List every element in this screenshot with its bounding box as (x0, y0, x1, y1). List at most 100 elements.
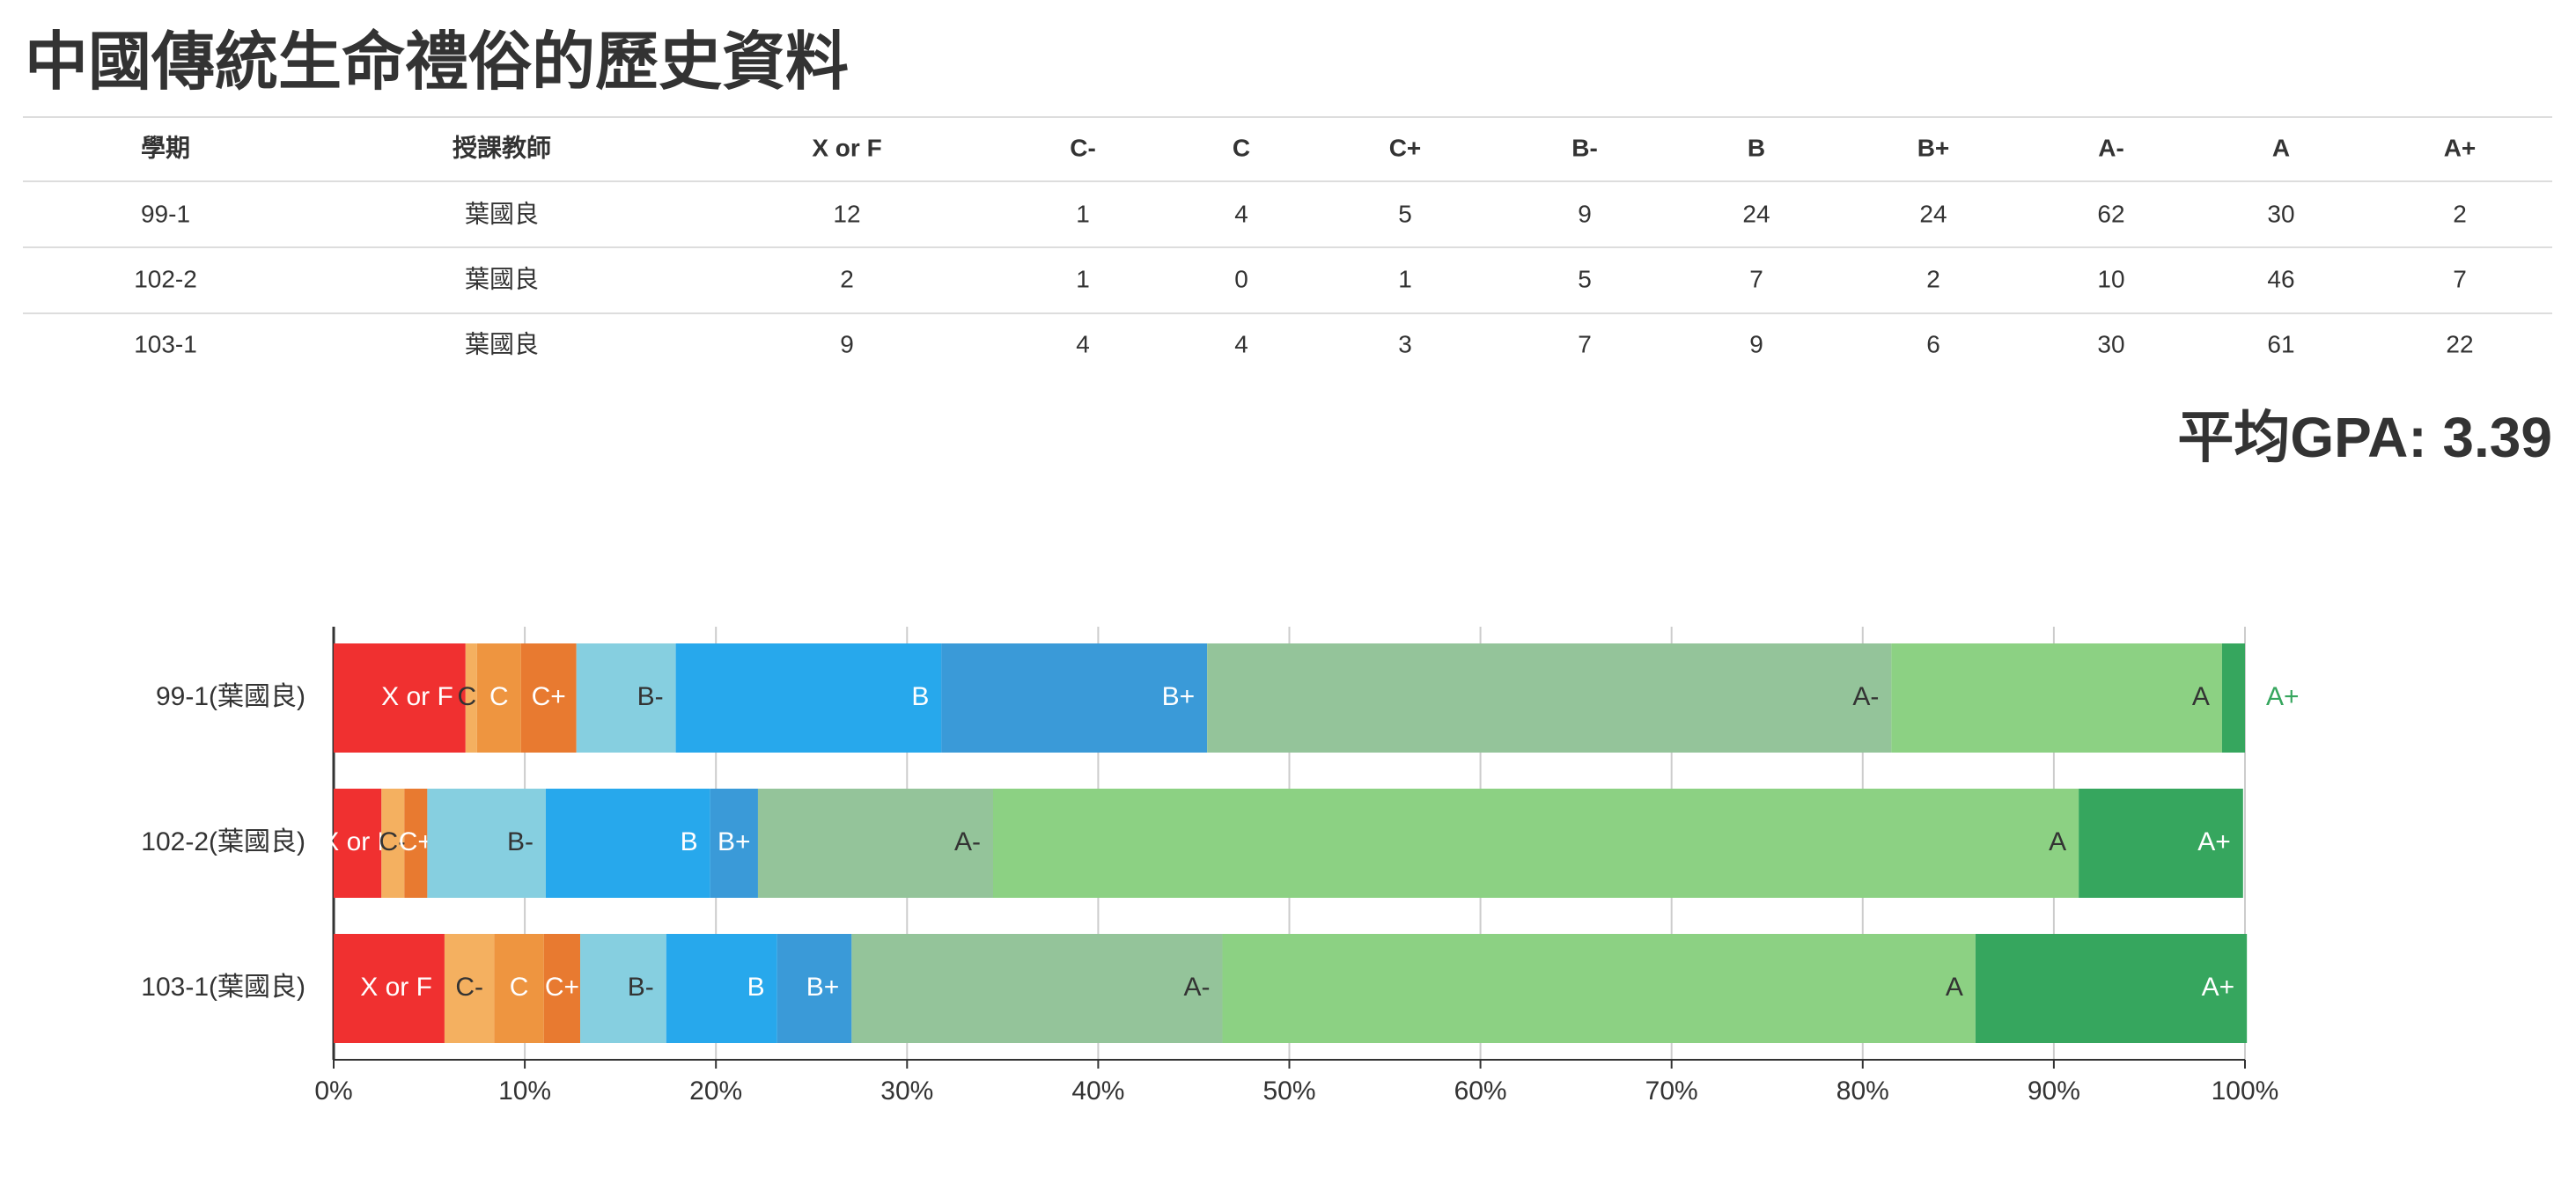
term-link[interactable]: 99-1 (141, 200, 190, 227)
column-header: A (2272, 134, 2290, 161)
bar-segment (545, 789, 710, 898)
column-header: A+ (2444, 134, 2477, 161)
table-cell: 9 (1749, 330, 1763, 357)
table-cell: 24 (1742, 200, 1770, 227)
bar-segment (334, 789, 382, 898)
segment-label: B+ (718, 827, 751, 856)
column-header: X or F (812, 134, 881, 161)
table-cell: 24 (1919, 200, 1947, 227)
table-cell: 葉國良 (465, 200, 539, 227)
bar-segment (576, 643, 676, 753)
category-label: 103-1(葉國良) (141, 973, 305, 1002)
segment-label: A- (954, 827, 981, 856)
segment-label: A+ (2197, 827, 2231, 856)
column-header: C (1233, 134, 1250, 161)
segment-label: X or F (360, 973, 432, 1002)
bar-segment (710, 789, 758, 898)
x-tick-label: 30% (880, 1076, 933, 1106)
page-title: 中國傳統生命禮俗的歷史資料 (25, 27, 849, 98)
table-cell: 4 (1234, 330, 1248, 357)
category-label: 99-1(葉國良) (156, 682, 305, 711)
table-cell: 12 (833, 200, 860, 227)
bar-segment (1975, 934, 2248, 1043)
segment-label: A (2049, 827, 2066, 856)
bar-segment (404, 789, 428, 898)
segment-label: C+ (545, 973, 579, 1002)
bar-segment (675, 643, 942, 753)
segment-label: B (747, 973, 765, 1002)
segment-label: C- (455, 973, 483, 1002)
table-cell: 4 (1234, 200, 1248, 227)
segment-label: A (1946, 973, 1963, 1002)
table-cell: 30 (2267, 200, 2294, 227)
x-tick-label: 10% (498, 1076, 551, 1106)
gpa: 平均GPA: 3.39 (2177, 406, 2552, 469)
table-cell: 1 (1076, 200, 1090, 227)
x-tick-label: 60% (1454, 1076, 1507, 1106)
table-cell: 30 (2097, 330, 2124, 357)
bar-segment (580, 934, 666, 1043)
table-cell: 2 (2453, 200, 2467, 227)
table-cell: 7 (2453, 265, 2467, 292)
table-cell: 2 (840, 265, 854, 292)
bar-segment (1207, 643, 1892, 753)
segment-label: A+ (2202, 973, 2235, 1002)
table-cell: 7 (1578, 330, 1592, 357)
table-cell: 22 (2446, 330, 2473, 357)
bar-segment (381, 789, 405, 898)
x-tick-label: 40% (1071, 1076, 1124, 1106)
bar-segment (520, 643, 577, 753)
column-header: B+ (1917, 134, 1950, 161)
bar-segment (757, 789, 993, 898)
segment-label: C (489, 682, 509, 711)
bar-segment (543, 934, 581, 1043)
table-cell: 葉國良 (465, 265, 539, 292)
segment-label: C (510, 973, 529, 1002)
x-tick-label: 0% (314, 1076, 352, 1106)
table-cell: 9 (1578, 200, 1592, 227)
bar-segment (334, 643, 466, 753)
segment-label: A- (1852, 682, 1879, 711)
segment-label: B+ (806, 973, 840, 1002)
term-link[interactable]: 102-2 (134, 265, 197, 292)
column-header: 授課教師 (453, 133, 551, 161)
table-cell: 61 (2267, 330, 2294, 357)
column-header: 學期 (141, 134, 190, 161)
segment-label: X or F (381, 682, 453, 711)
bar-segment (1891, 643, 2222, 753)
bar-segment (334, 934, 445, 1043)
table-cell: 62 (2097, 200, 2124, 227)
x-tick-label: 90% (2028, 1076, 2080, 1106)
bar-segment (776, 934, 852, 1043)
segment-label: C+ (532, 682, 566, 711)
segment-label: A- (1184, 973, 1211, 1002)
table-cell: 0 (1234, 265, 1248, 292)
bar-segment (1222, 934, 1976, 1043)
table-cell: 5 (1398, 200, 1412, 227)
segment-label: B (681, 827, 698, 856)
bar-segment (2079, 789, 2243, 898)
term-link[interactable]: 103-1 (134, 330, 197, 357)
column-header: A- (2098, 134, 2124, 161)
bar-segment (992, 789, 2079, 898)
segment-label: B (911, 682, 929, 711)
x-tick-label: 100% (2212, 1076, 2279, 1106)
x-tick-label: 50% (1262, 1076, 1315, 1106)
table-cell: 10 (2097, 265, 2124, 292)
bar-segment (494, 934, 544, 1043)
table-cell: 2 (1926, 265, 1940, 292)
bar-segment (465, 643, 477, 753)
table-cell: 1 (1398, 265, 1412, 292)
segment-label: C- (379, 827, 407, 856)
table-cell: 5 (1578, 265, 1592, 292)
table-cell: 葉國良 (465, 330, 539, 357)
segment-label: B- (628, 973, 654, 1002)
bar-segment (666, 934, 777, 1043)
category-label: 102-2(葉國良) (141, 827, 305, 856)
column-header: B (1748, 134, 1765, 161)
bar-segment (427, 789, 546, 898)
column-header: B- (1571, 134, 1598, 161)
column-header: C- (1070, 134, 1096, 161)
table-cell: 46 (2267, 265, 2294, 292)
